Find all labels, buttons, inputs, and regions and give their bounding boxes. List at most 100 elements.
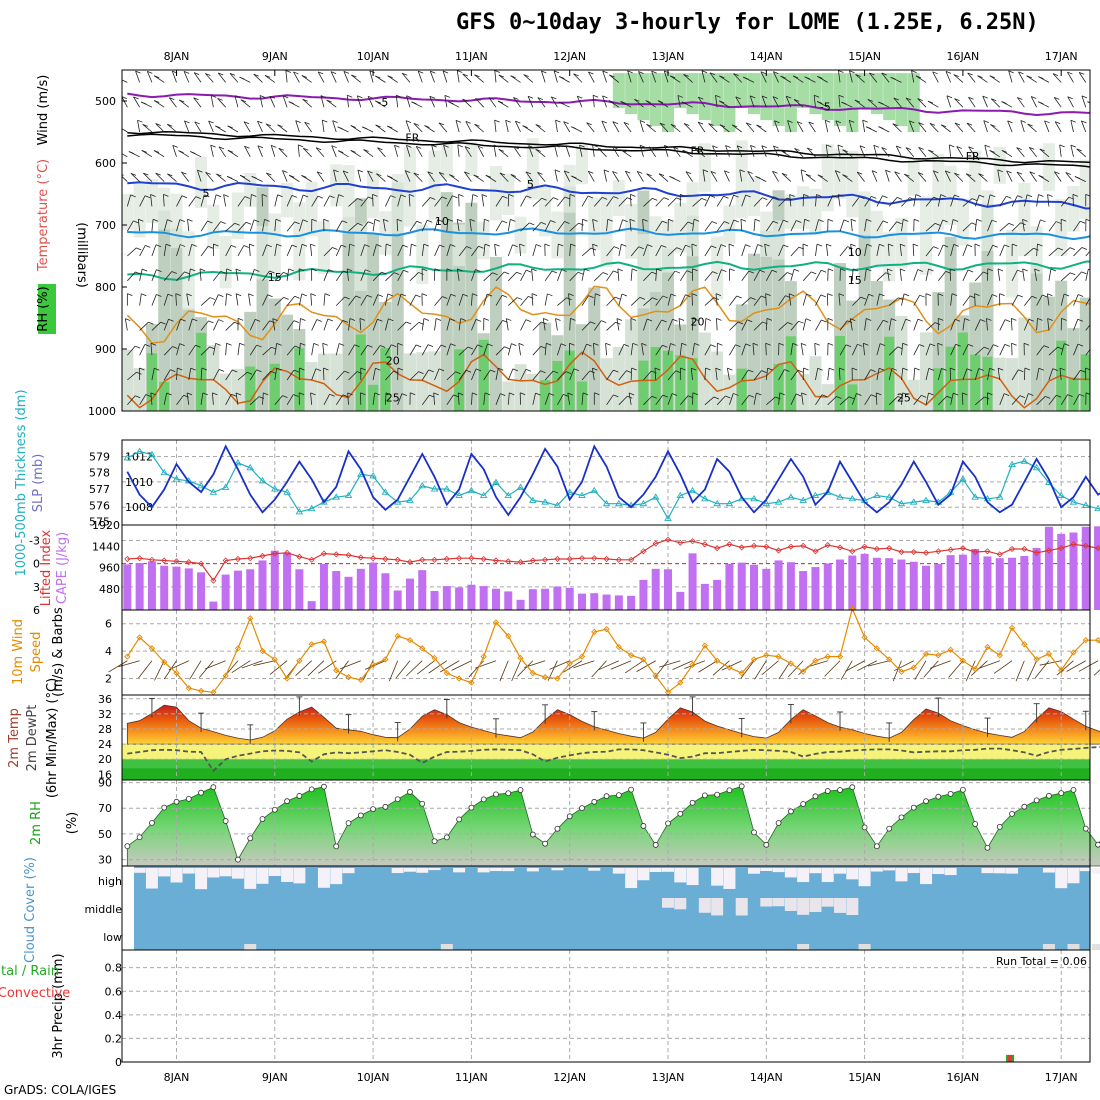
wind-barb	[348, 244, 351, 257]
wind-barb	[639, 120, 644, 133]
wind-barb	[764, 244, 767, 257]
cape-bar	[307, 601, 316, 610]
wind-barb-flag	[1047, 318, 1053, 321]
wind-barb-flag	[598, 147, 604, 151]
wind-barb-flag	[902, 367, 908, 371]
thickness-point	[651, 493, 660, 500]
wind-barb	[178, 99, 190, 108]
wind-barb-flag	[613, 270, 619, 274]
cloud-high-clear	[711, 868, 724, 886]
cloud-high-clear	[342, 868, 355, 874]
wind-barb-flag	[568, 293, 574, 297]
wind-barb	[839, 219, 845, 232]
lifted-index-point	[898, 548, 905, 556]
cape-bar	[1094, 526, 1100, 610]
wind-barb	[925, 392, 929, 405]
lifted-index-point	[947, 546, 954, 553]
wind-barb-flag	[323, 218, 329, 222]
wind-barb-flag	[1085, 218, 1090, 222]
wind-barb	[962, 222, 972, 232]
wind-barb-flag	[429, 394, 435, 398]
thickness-point	[541, 498, 549, 505]
thickness-point	[799, 496, 807, 503]
wind-barb	[458, 246, 467, 257]
wind-barb	[1094, 170, 1098, 181]
rh-shade-upper	[797, 73, 810, 109]
wind-speed-point	[1033, 656, 1040, 663]
wind-barb-flag	[954, 194, 960, 198]
rh-shade	[1018, 317, 1031, 411]
wind-barb	[244, 146, 251, 157]
wind-barb	[557, 343, 562, 356]
cloud-high-clear	[858, 868, 871, 887]
lifted-index-point	[873, 545, 880, 553]
wind-barb-flag	[765, 293, 771, 296]
wind-barb-flag	[997, 268, 1004, 272]
rh-shade	[514, 364, 527, 411]
wind-barb-flag	[385, 392, 392, 396]
wind-speed-point	[197, 687, 205, 695]
lifted-index-point	[1070, 541, 1077, 548]
wind-barb	[163, 244, 167, 257]
cloud-high-clear	[1006, 868, 1019, 874]
cape-bar	[1032, 548, 1041, 610]
wind-barb	[458, 346, 469, 356]
cloud-row-label: low	[103, 931, 122, 944]
wind-barb	[1022, 219, 1025, 232]
wind-barb-flag	[245, 221, 252, 225]
wind-barb	[519, 244, 521, 257]
wind-barb	[887, 244, 890, 257]
wind-barb-flag	[332, 247, 338, 250]
wind-barb-flag	[592, 94, 599, 98]
wind-barb-flag	[725, 145, 731, 148]
wind-barb-flag	[377, 318, 383, 322]
wind-barb	[655, 197, 665, 207]
wind-barb-flag	[429, 95, 435, 99]
wind-barb-flag	[150, 194, 156, 197]
lifted-index-point	[370, 555, 377, 562]
wind-barb	[592, 95, 595, 108]
rh-shade-upper	[895, 73, 908, 127]
wind-barb-flag	[955, 343, 961, 347]
wind-barb	[384, 243, 387, 257]
wind-barb	[139, 195, 146, 207]
rh-point	[886, 825, 893, 832]
wind-barb-flag	[1052, 73, 1059, 77]
wind-barb-flag	[567, 392, 573, 396]
wind-barb-flag	[167, 173, 173, 177]
lifted-index-point	[1021, 545, 1028, 553]
wind-barb	[323, 394, 330, 405]
wind-barb	[274, 297, 284, 306]
wind-barb	[153, 75, 165, 83]
surface-wind-barb	[1027, 660, 1037, 681]
wind-barb-flag	[513, 146, 519, 150]
wind-barb	[881, 147, 890, 158]
wind-barb-flag	[801, 342, 807, 346]
thickness-point	[774, 498, 783, 505]
thickness-point	[504, 491, 513, 499]
wind-barb-flag	[282, 170, 288, 173]
wind-barb	[1010, 318, 1013, 331]
wind-barb-flag	[464, 146, 471, 150]
wind-barb	[835, 120, 841, 133]
wind-barb	[360, 295, 368, 306]
rh-shade-mid	[711, 236, 724, 300]
wind-barb-flag	[424, 125, 430, 128]
wind-barb	[1076, 148, 1087, 158]
wind-barb	[1047, 318, 1050, 331]
wind-barb	[655, 268, 657, 281]
wind-barb	[950, 344, 957, 356]
thickness-point	[750, 494, 758, 502]
rh-shade	[870, 280, 883, 411]
wind-barb-flag	[338, 194, 344, 198]
wind-barb	[286, 369, 295, 381]
wind-barb-flag	[978, 194, 985, 198]
wind-barb-flag	[857, 171, 863, 175]
cloud-high-clear	[231, 868, 244, 879]
wind-barb-flag	[1028, 393, 1034, 396]
surface-wind-barb	[517, 660, 534, 677]
contour-label: 15	[268, 271, 282, 284]
surface-wind-barb	[307, 660, 325, 677]
surface-wind-barb	[948, 660, 964, 678]
wind-barb	[377, 147, 386, 158]
